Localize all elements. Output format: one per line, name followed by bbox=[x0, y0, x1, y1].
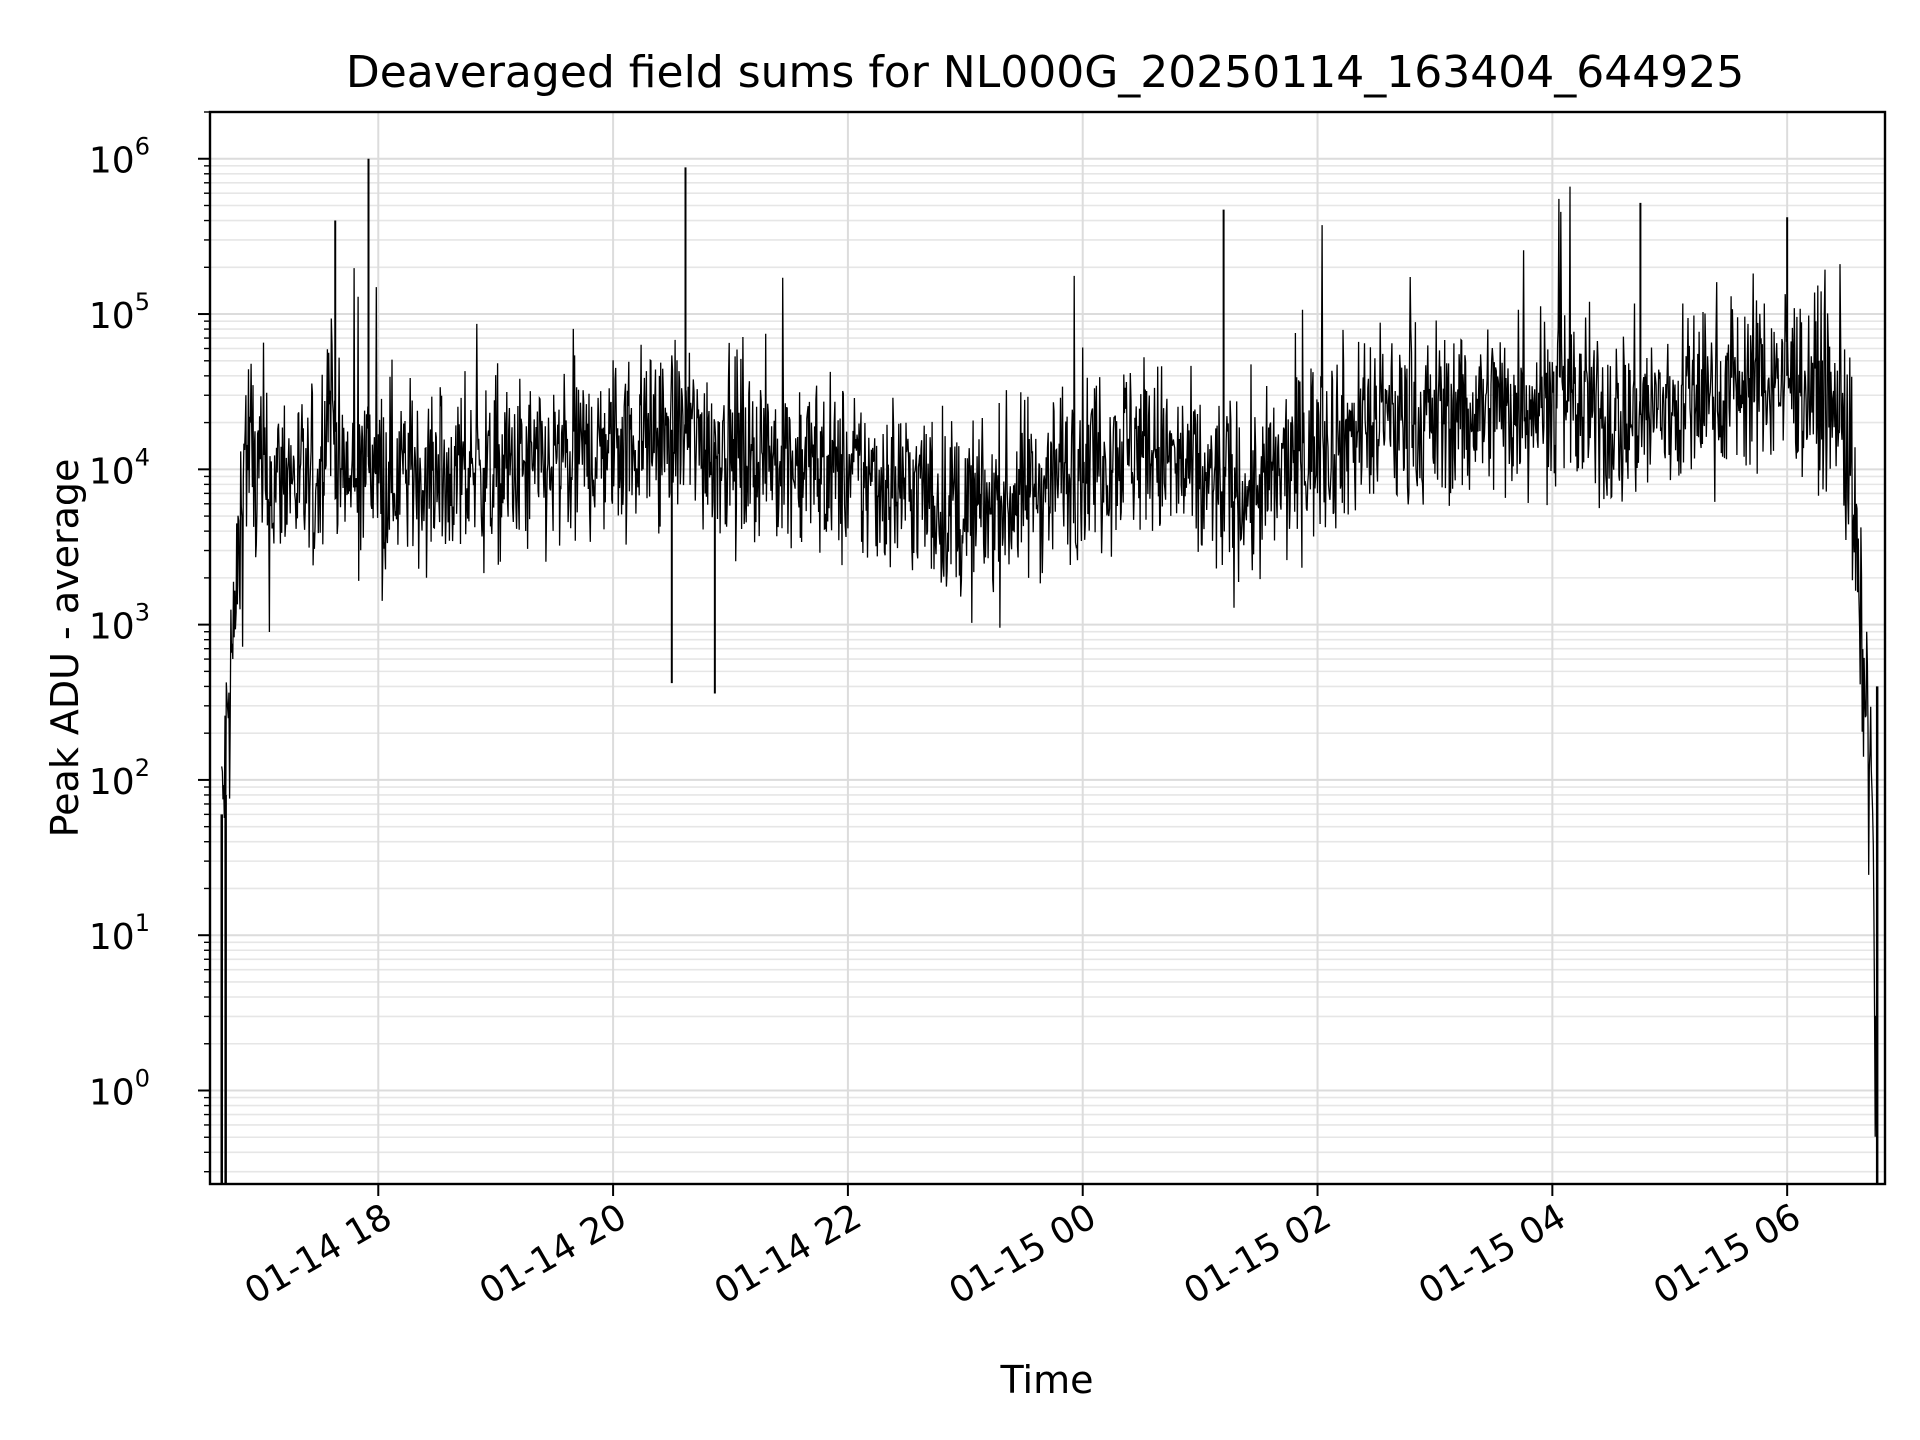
y-tick-label: 101 bbox=[89, 909, 150, 958]
y-axis-label: Peak ADU - average bbox=[43, 459, 87, 838]
chart-title: Deaveraged field sums for NL000G_2025011… bbox=[346, 47, 1744, 98]
axes-frame bbox=[208, 110, 1887, 1186]
y-tick-label: 105 bbox=[89, 288, 150, 337]
y-tick-label: 102 bbox=[89, 754, 150, 803]
y-tick-label: 103 bbox=[89, 599, 150, 648]
plot-lines bbox=[220, 158, 1879, 1185]
y-tick-label: 104 bbox=[89, 443, 150, 492]
y-tick-label: 100 bbox=[89, 1065, 150, 1114]
y-tick-label: 106 bbox=[89, 133, 150, 182]
y-ticks: 100 101 102 103 104 105 106 bbox=[89, 133, 210, 1114]
grid bbox=[204, 111, 1885, 1184]
signal-line bbox=[221, 186, 1878, 1185]
x-axis-label: Time bbox=[1000, 1358, 1094, 1402]
